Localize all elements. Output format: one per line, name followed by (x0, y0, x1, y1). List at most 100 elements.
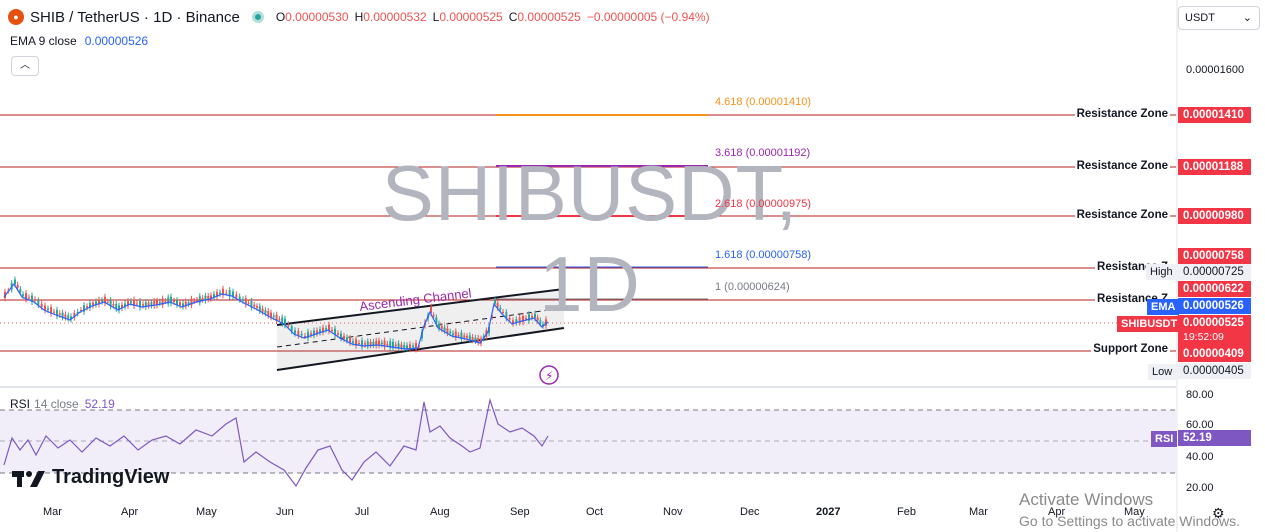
candle-body (471, 337, 474, 341)
candle-body (28, 297, 30, 299)
resistance-zone-label[interactable]: Resistance Zone (1074, 108, 1170, 120)
x-axis-tick: May (196, 506, 217, 518)
candle-body (378, 340, 380, 346)
symbol-title[interactable]: SHIB / TetherUS · 1D · Binance (30, 8, 240, 26)
candle-body (190, 298, 193, 306)
candle-body (139, 301, 141, 308)
candle-body (278, 319, 281, 321)
candle-body (468, 335, 471, 341)
candle-body (207, 296, 210, 300)
low-price-tag: 0.00000405 (1178, 363, 1251, 379)
candle-body (361, 340, 363, 347)
candle-body (267, 311, 270, 316)
candle-body (225, 292, 228, 294)
candle-body (386, 344, 389, 346)
ema-legend[interactable]: EMA 9 close 0.00000526 (10, 34, 148, 48)
channel-mid (276, 307, 565, 348)
candle-body (304, 336, 306, 337)
candle-body (310, 333, 312, 335)
candle-body (272, 315, 275, 318)
candle-body (73, 312, 76, 318)
candle-body (95, 301, 97, 305)
candle-body (83, 305, 85, 312)
candle-body (22, 294, 24, 296)
candle-body (235, 294, 238, 298)
candle-body (76, 311, 79, 314)
candle-body (409, 344, 411, 350)
candle-body (355, 339, 357, 346)
candle-body (250, 301, 253, 308)
candle-body (290, 326, 293, 332)
candle-body (505, 312, 508, 319)
resistance-zone-label[interactable]: Resistance Zone (1074, 160, 1170, 172)
candle-body (496, 302, 499, 308)
candle-body (531, 315, 533, 318)
candle-body (358, 343, 360, 344)
x-axis-tick: May (1124, 506, 1145, 518)
high-value: 0.00000532 (363, 10, 427, 24)
fib-label-2618: 2.618 (0.00000975) (715, 198, 812, 210)
x-axis-tick: Dec (740, 506, 760, 518)
x-axis-tick: Oct (586, 506, 604, 518)
rsi-axis-tick: 80.00 (1186, 389, 1214, 401)
candle-body (89, 303, 91, 308)
candle-body (106, 301, 109, 303)
candle-body (352, 341, 354, 343)
candle-body (343, 335, 345, 340)
candle-body (16, 284, 19, 288)
last-price: 0.00000525 (1183, 317, 1244, 329)
candle-body (161, 298, 164, 305)
support-zone-label[interactable]: Support Zone (1091, 343, 1170, 355)
fib-label-4618: 4.618 (0.00001410) (715, 96, 812, 108)
candle-body (499, 307, 502, 310)
gear-icon[interactable]: ⚙ (1212, 505, 1225, 521)
candle-body (340, 333, 342, 339)
candle-body (452, 333, 454, 335)
candle-body (512, 320, 514, 324)
candle-body (319, 329, 321, 333)
candle-body (430, 306, 432, 314)
candle-body (463, 335, 466, 338)
candle-body (34, 299, 36, 301)
candle-body (147, 302, 150, 306)
fib-label-1618: 1.618 (0.00000758) (715, 249, 812, 261)
rsi-value: 52.19 (84, 397, 115, 411)
fib-label-1: 1 (0.00000624) (715, 281, 790, 293)
candle-body (331, 330, 333, 331)
candle-body (258, 306, 261, 311)
market-status-icon[interactable] (251, 11, 264, 23)
chevron-down-icon: ⌄ (1242, 12, 1252, 24)
candle-body (92, 302, 94, 306)
candle-body (133, 299, 135, 306)
candle-body (47, 308, 49, 311)
candle-body (216, 292, 218, 297)
candle-body (196, 300, 198, 301)
x-axis-tick: Apr (1048, 506, 1066, 518)
tradingview-logo[interactable]: TradingView (12, 466, 169, 489)
bar-countdown: 19:52:09 (1183, 331, 1224, 343)
last-price-tag: 0.00000525 19:52:09 (1178, 315, 1251, 346)
candle-body (364, 343, 366, 345)
rsi-legend[interactable]: RSI 14 close 52.19 (10, 397, 115, 411)
candle-body (440, 326, 443, 330)
currency-select[interactable]: USDT ⌄ (1178, 6, 1260, 30)
x-axis-tick: Sep (510, 506, 530, 518)
price-tag: 0.00000409 (1178, 346, 1251, 362)
candle-body (454, 331, 457, 338)
candle-body (281, 317, 284, 324)
candle-body (164, 301, 167, 303)
candle-body (261, 308, 264, 312)
resistance-zone-label[interactable]: Resistance Zone (1074, 209, 1170, 221)
candle-body (150, 302, 153, 306)
x-axis-tick: Mar (969, 506, 988, 518)
candle-body (522, 315, 524, 323)
candle-body (383, 340, 386, 347)
candle-body (109, 300, 112, 307)
channel-lower (276, 327, 565, 371)
candle-body (118, 305, 120, 311)
candle-body (193, 301, 196, 302)
candle-body (403, 345, 406, 349)
collapse-legend-button[interactable]: ︿ (11, 56, 39, 76)
candle-body (349, 338, 351, 343)
